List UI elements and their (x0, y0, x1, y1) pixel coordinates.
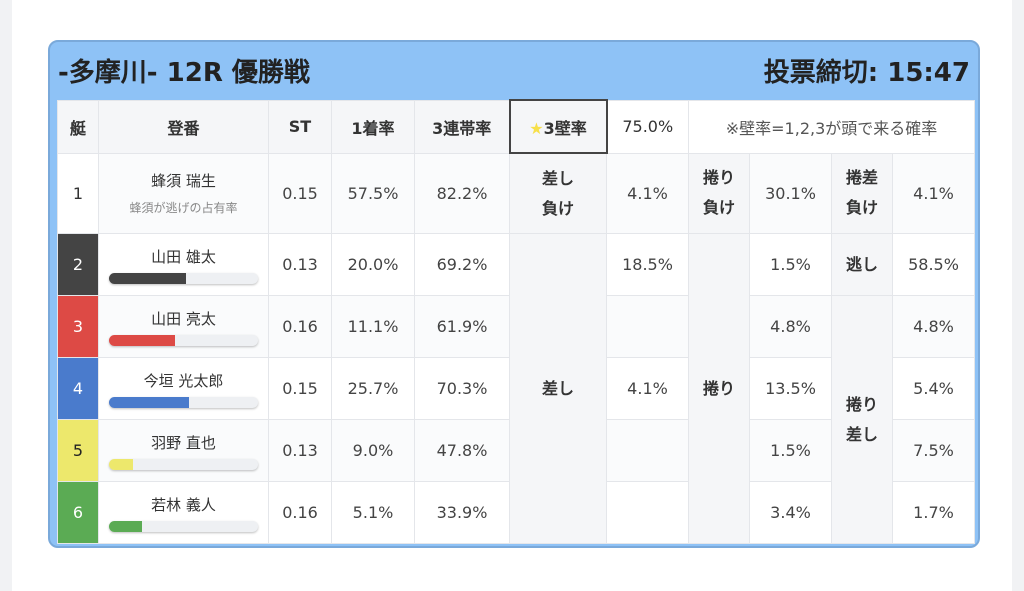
makurisashi-label: 捲り 差し (831, 295, 893, 544)
sashi-value: 4.1% (606, 152, 689, 234)
makurisashi-value: 5.4% (892, 357, 975, 420)
top3-rate: 47.8% (414, 419, 510, 482)
racer-name: 今垣 光太郎 (143, 371, 224, 390)
sashi-value: 4.1% (606, 357, 689, 420)
nigashi-label: 逃し (831, 233, 893, 296)
table-row: 2 山田 雄太 0.13 20.0% 69.2% 差し 18.5% 捲り 1.5… (57, 233, 975, 544)
lane-number: 5 (57, 419, 99, 482)
sashi-value: 18.5% (606, 233, 689, 296)
lane-number: 1 (57, 152, 99, 234)
lane-number: 3 (57, 295, 99, 358)
racer-cell: 今垣 光太郎 (98, 357, 269, 420)
makurisashi-value: 4.8% (892, 295, 975, 358)
st-value: 0.16 (268, 295, 332, 358)
racer-bar (109, 396, 258, 408)
first-rate: 9.0% (331, 419, 415, 482)
top3-rate: 82.2% (414, 152, 510, 234)
top3-rate: 70.3% (414, 357, 510, 420)
racer-cell: 若林 義人 (98, 481, 269, 544)
makuri-label: 捲り (688, 233, 750, 544)
sashi-make-label: 差し 負け (509, 152, 607, 234)
star-icon: ★ (529, 118, 544, 138)
st-value: 0.16 (268, 481, 332, 544)
racer-bar-fill (109, 334, 175, 346)
col-lane: 艇 (57, 99, 99, 154)
lane-number: 6 (57, 481, 99, 544)
table-row: 5 羽野 直也 0.13 9.0% 47.8% 1.5% 7.5% (57, 419, 975, 482)
col-name: 登番 (98, 99, 269, 154)
st-value: 0.13 (268, 419, 332, 482)
table-row: 1 蜂須 瑞生蜂須が逃げの占有率 0.15 57.5% 82.2% 差し 負け 4… (57, 152, 975, 234)
top3-rate: 61.9% (414, 295, 510, 358)
racer-name: 若林 義人 (151, 495, 216, 514)
makurisashi-value: 4.1% (892, 152, 975, 234)
sashi-value (606, 295, 689, 358)
makuri-value: 4.8% (749, 295, 832, 358)
racer-cell: 山田 雄太 (98, 233, 269, 296)
makurisashi-make-label: 捲差 負け (831, 152, 893, 234)
wall-rate-value: 75.0% (606, 99, 689, 154)
table-header-row: 艇 登番 ST 1着率 3連帯率 ★3壁率 75.0% ※壁率=1,2,3が頭で… (57, 99, 975, 154)
racer-bar-fill (109, 272, 187, 284)
racer-bar-fill (109, 458, 133, 470)
makurisashi-value: 58.5% (892, 233, 975, 296)
racer-bar (109, 272, 258, 284)
racer-cell: 山田 亮太 (98, 295, 269, 358)
makuri-make-label: 捲り 負け (688, 152, 750, 234)
makuri-value: 13.5% (749, 357, 832, 420)
col-first-rate: 1着率 (331, 99, 415, 154)
st-value: 0.15 (268, 152, 332, 234)
first-rate: 11.1% (331, 295, 415, 358)
racer-name: 蜂須 瑞生 (151, 172, 216, 191)
racer-bar (109, 458, 258, 470)
makurisashi-value: 7.5% (892, 419, 975, 482)
table-row: 6 若林 義人 0.16 5.1% 33.9% 3.4% 1.7% (57, 481, 975, 544)
racer-name: 山田 雄太 (151, 247, 216, 266)
sashi-value (606, 481, 689, 544)
col-st: ST (268, 99, 332, 154)
racer-bar-fill (109, 396, 190, 408)
wall-rate-note: ※壁率=1,2,3が頭で来る確率 (688, 99, 975, 154)
racer-bar-fill (109, 520, 142, 532)
makuri-value: 3.4% (749, 481, 832, 544)
lane-number: 2 (57, 233, 99, 296)
racer-subtitle: 蜂須が逃げの占有率 (129, 201, 238, 216)
makurisashi-value: 1.7% (892, 481, 975, 544)
top3-rate: 33.9% (414, 481, 510, 544)
racer-bar (109, 520, 258, 532)
table-row: 3 山田 亮太 0.16 11.1% 61.9% 4.8% 捲り 差し 4.8% (57, 295, 975, 544)
first-rate: 20.0% (331, 233, 415, 296)
page-margin-left (0, 0, 12, 591)
first-rate: 25.7% (331, 357, 415, 420)
first-rate: 57.5% (331, 152, 415, 234)
racer-cell: 羽野 直也 (98, 419, 269, 482)
col-top3-rate: 3連帯率 (414, 99, 510, 154)
makuri-value: 1.5% (749, 419, 832, 482)
race-card: -多摩川- 12R 優勝戦 投票締切: 15:47 艇 登番 ST 1着率 3連… (48, 40, 980, 548)
top3-rate: 69.2% (414, 233, 510, 296)
st-value: 0.15 (268, 357, 332, 420)
table-row: 4 今垣 光太郎 0.15 25.7% 70.3% 4.1% 13.5% 5.4… (57, 357, 975, 420)
st-value: 0.13 (268, 233, 332, 296)
race-header: -多摩川- 12R 優勝戦 投票締切: 15:47 (50, 42, 978, 99)
makuri-value: 30.1% (749, 152, 832, 234)
page-margin-right (1012, 0, 1024, 591)
racer-name: 羽野 直也 (151, 433, 216, 452)
makuri-value: 1.5% (749, 233, 832, 296)
race-title: -多摩川- 12R 優勝戦 (58, 58, 310, 88)
first-rate: 5.1% (331, 481, 415, 544)
racer-name: 山田 亮太 (151, 309, 216, 328)
racer-bar (109, 334, 258, 346)
racer-cell: 蜂須 瑞生蜂須が逃げの占有率 (98, 152, 269, 234)
wall-rate-label: ★3壁率 (508, 99, 608, 154)
lane-number: 4 (57, 357, 99, 420)
sashi-value (606, 419, 689, 482)
sashi-label: 差し (509, 233, 607, 544)
vote-deadline: 投票締切: 15:47 (763, 58, 970, 88)
race-table: 艇 登番 ST 1着率 3連帯率 ★3壁率 75.0% ※壁率=1,2,3が頭で… (57, 99, 975, 544)
